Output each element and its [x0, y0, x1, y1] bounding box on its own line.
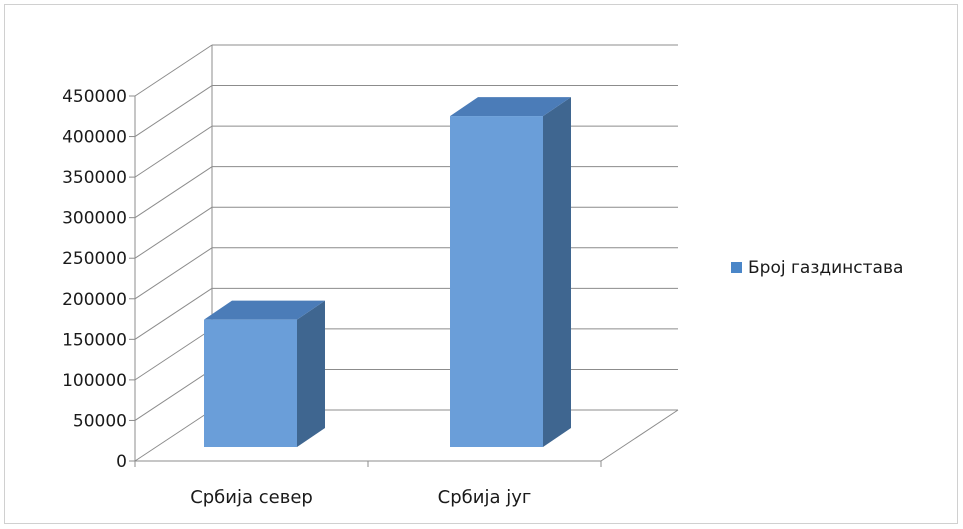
y-tick-label: 450000	[62, 87, 127, 107]
y-tick-label: 0	[116, 452, 127, 472]
gridline-side	[134, 247, 213, 300]
gridline-side	[134, 85, 213, 137]
bar-top	[204, 300, 325, 320]
bar-front	[204, 319, 297, 447]
legend-label: Број газдинстава	[748, 258, 903, 278]
bar-side	[543, 97, 571, 448]
floor-right-edge	[600, 409, 679, 462]
gridline-side	[134, 287, 213, 340]
bar-front	[450, 116, 543, 448]
x-axis-ticks: Србија север Србија југ	[190, 487, 531, 508]
y-tick-label: 100000	[62, 371, 127, 391]
gridline-side	[134, 369, 213, 421]
x-tick-label: Србија север	[190, 487, 313, 508]
chart-grid	[129, 44, 679, 467]
bar-top	[450, 97, 571, 117]
y-tick-label: 250000	[62, 249, 127, 269]
y-tick-label: 200000	[62, 290, 127, 310]
gridline-side	[134, 328, 213, 381]
y-tick-label: 150000	[62, 330, 127, 350]
x-tick-label: Србија југ	[438, 487, 532, 508]
bar-side	[297, 300, 325, 447]
legend-swatch	[731, 262, 742, 273]
chart-legend: Број газдинстава	[731, 258, 903, 278]
y-tick-label: 300000	[62, 209, 127, 229]
y-tick-label: 350000	[62, 168, 127, 188]
gridline-side	[134, 206, 213, 259]
gridline-side	[134, 44, 213, 97]
y-tick-label: 400000	[62, 128, 127, 148]
y-tick-label: 50000	[73, 411, 127, 431]
gridline-side	[134, 166, 213, 219]
gridline-side	[134, 409, 213, 462]
chart-bars	[204, 97, 571, 448]
gridline-side	[134, 125, 213, 178]
y-axis-ticks: 0 50000 100000 150000 200000 250000 300000 3500…	[62, 87, 127, 472]
